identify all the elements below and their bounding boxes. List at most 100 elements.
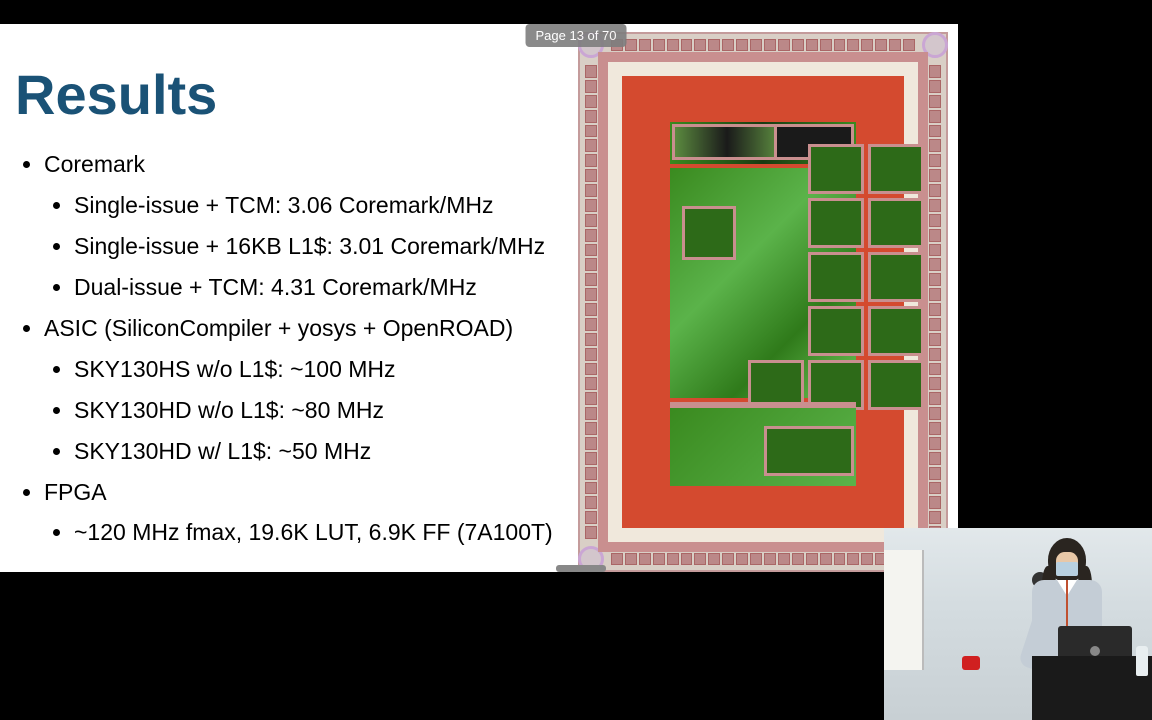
io-pad [861, 553, 873, 565]
io-pad [847, 39, 859, 51]
io-pad [806, 553, 818, 565]
io-pad [750, 39, 762, 51]
bullet-sub: ~120 MHz fmax, 19.6K LUT, 6.9K FF (7A100… [74, 512, 560, 553]
speaker-head [1048, 538, 1086, 582]
io-pad [681, 39, 693, 51]
io-pad [585, 348, 597, 361]
io-pad [806, 39, 818, 51]
io-pad [929, 244, 941, 257]
io-pad [929, 214, 941, 227]
io-pad [929, 273, 941, 286]
io-pad [929, 169, 941, 182]
sram-macro [808, 252, 864, 302]
presentation-slide: Results Coremark Single-issue + TCM: 3.0… [0, 24, 958, 572]
io-pad [778, 553, 790, 565]
io-pad [653, 39, 665, 51]
io-pad [929, 318, 941, 331]
io-pad [585, 377, 597, 390]
die-bottom-strip [670, 402, 856, 486]
bullet-sub: Single-issue + TCM: 3.06 Coremark/MHz [74, 185, 560, 226]
speaker-camera-pip [884, 528, 1152, 720]
io-pad [585, 65, 597, 78]
io-pad [667, 553, 679, 565]
io-pad [889, 39, 901, 51]
io-pad [585, 303, 597, 316]
io-pad [792, 553, 804, 565]
io-pad [585, 95, 597, 108]
io-pad [929, 229, 941, 242]
bottom-macro [764, 426, 854, 476]
sram-macro [808, 306, 864, 356]
bullet-sub: SKY130HD w/ L1$: ~50 MHz [74, 431, 560, 472]
io-pad [875, 39, 887, 51]
io-pad [585, 273, 597, 286]
io-pad [929, 154, 941, 167]
io-pad [625, 553, 637, 565]
io-pad [861, 39, 873, 51]
io-pad [834, 553, 846, 565]
chip-outer [578, 32, 948, 572]
io-pad [585, 125, 597, 138]
io-pad [929, 125, 941, 138]
bullet-sub: Single-issue + 16KB L1$: 3.01 Coremark/M… [74, 226, 560, 267]
io-pad [929, 407, 941, 420]
io-pad [929, 184, 941, 197]
io-pad [736, 553, 748, 565]
top-macro [672, 124, 782, 160]
chip-substrate [622, 76, 904, 528]
bullet-fpga: FPGA ~120 MHz fmax, 19.6K LUT, 6.9K FF (… [44, 472, 560, 554]
io-pad [585, 258, 597, 271]
io-pad [585, 80, 597, 93]
io-pad [929, 65, 941, 78]
io-pad [792, 39, 804, 51]
io-pad [778, 39, 790, 51]
io-pad [929, 482, 941, 495]
io-pad [929, 363, 941, 376]
io-pad [929, 288, 941, 301]
io-pad [694, 553, 706, 565]
io-pad [929, 303, 941, 316]
bullet-sub: SKY130HS w/o L1$: ~100 MHz [74, 349, 560, 390]
io-pad [585, 482, 597, 495]
face-mask [1056, 562, 1078, 576]
io-pad [585, 333, 597, 346]
io-pad [585, 169, 597, 182]
io-pad [929, 496, 941, 509]
sram-macro [682, 206, 736, 260]
io-pad [694, 39, 706, 51]
io-pad [585, 244, 597, 257]
io-pad [722, 39, 734, 51]
io-pad [639, 39, 651, 51]
io-pad [929, 377, 941, 390]
io-pad [764, 39, 776, 51]
sram-macro [868, 360, 924, 410]
io-pad [929, 422, 941, 435]
io-pad [929, 511, 941, 524]
io-pad [764, 553, 776, 565]
horizontal-scrollbar-thumb[interactable] [556, 565, 606, 572]
io-pad [929, 139, 941, 152]
slide-body: Coremark Single-issue + TCM: 3.06 Corema… [20, 144, 560, 553]
io-pad [929, 437, 941, 450]
io-pad [639, 553, 651, 565]
io-pad [929, 333, 941, 346]
io-pad [903, 39, 915, 51]
io-pad [611, 553, 623, 565]
io-pad [585, 467, 597, 480]
sram-macro [868, 144, 924, 194]
io-pad [929, 258, 941, 271]
sram-macro [868, 306, 924, 356]
io-pad [585, 422, 597, 435]
io-pad [929, 80, 941, 93]
bullet-asic: ASIC (SiliconCompiler + yosys + OpenROAD… [44, 308, 560, 472]
red-button [962, 656, 980, 670]
bullet-label: FPGA [44, 479, 107, 505]
io-pad [722, 553, 734, 565]
chip-layout-figure [578, 32, 948, 572]
sram-macro [808, 198, 864, 248]
io-pad [585, 511, 597, 524]
io-pad [847, 553, 859, 565]
io-pad [585, 363, 597, 376]
bullet-coremark: Coremark Single-issue + TCM: 3.06 Corema… [44, 144, 560, 308]
laptop-logo-icon [1090, 646, 1100, 656]
